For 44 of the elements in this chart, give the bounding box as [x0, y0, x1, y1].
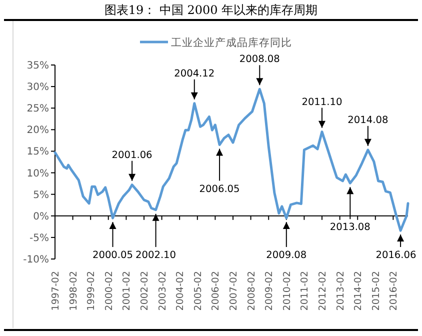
y-tick-label: 15%: [26, 146, 49, 158]
x-tick-label: 2010-02: [282, 271, 293, 311]
x-tick-label: 2011-02: [300, 271, 311, 311]
annotation: 2013.08: [330, 222, 370, 234]
annotation: 2006.05: [199, 184, 240, 195]
y-tick-label: 30%: [26, 82, 49, 94]
x-tick-label: 1999-02: [86, 271, 98, 311]
annotation: 2011.10: [302, 96, 342, 108]
y-tick-label: 25%: [26, 104, 49, 115]
y-tick-label: -5%: [30, 232, 49, 244]
y-tick-label: -10%: [23, 254, 49, 266]
x-tick-label: 2008-02: [246, 271, 258, 311]
x-tick-label: 2006-02: [210, 271, 222, 311]
annotation: 2009.08: [266, 250, 307, 261]
x-tick-label: 2016-02: [388, 271, 400, 311]
x-tick-label: 2009-02: [264, 271, 276, 311]
chart-title: 图表19： 中国 2000 年以来的库存周期: [104, 3, 318, 17]
annotation: 2016.06: [376, 250, 416, 261]
x-tick-label: 1998-02: [68, 271, 80, 311]
x-tick-label: 2004-02: [175, 271, 186, 311]
x-tick-label: 2000-02: [104, 271, 115, 311]
x-tick-label: 2003-02: [157, 271, 168, 311]
x-tick-label: 2005-02: [192, 271, 204, 311]
x-tick-label: 2002-02: [139, 271, 150, 311]
x-tick-label: 1997-02: [50, 271, 62, 311]
y-tick-label: 35%: [26, 60, 49, 72]
x-tick-label: 2014-02: [353, 271, 364, 311]
y-tick-label: 0%: [33, 211, 49, 222]
annotation: 2008.08: [239, 54, 280, 66]
x-tick-label: 2001-02: [122, 271, 133, 311]
annotation: 2001.06: [112, 150, 152, 161]
y-tick-label: 10%: [26, 168, 49, 180]
x-tick-label: 2012-02: [317, 271, 328, 311]
annotation: 2014.08: [348, 114, 388, 126]
legend-label: 工业企业产成品库存同比: [171, 36, 292, 49]
annotation: 2000.05: [92, 250, 134, 261]
x-tick-label: 2007-02: [228, 271, 240, 311]
line-series: [54, 88, 410, 232]
y-tick-label: 20%: [26, 125, 49, 136]
x-tick-label: 2013-02: [335, 271, 346, 311]
x-tick-label: 2015-02: [370, 271, 382, 311]
annotation: 2004.12: [174, 68, 215, 80]
y-tick-label: 5%: [33, 190, 49, 201]
annotation: 2002.10: [136, 250, 176, 261]
